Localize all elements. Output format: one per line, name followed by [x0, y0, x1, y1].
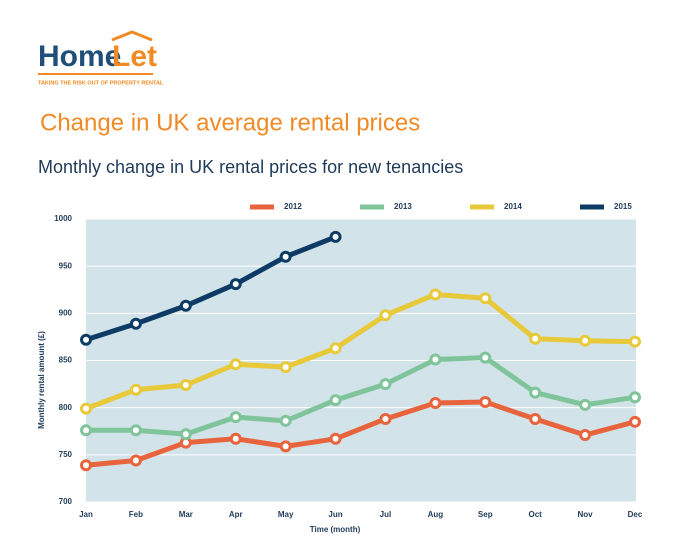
data-point — [329, 342, 342, 355]
data-point — [629, 415, 641, 428]
data-point — [80, 424, 92, 437]
series-line — [86, 355, 636, 437]
y-tick-label: 700 — [59, 497, 73, 506]
data-point — [429, 288, 442, 301]
logo-tagline: TAKING THE RISK OUT OF PROPERTY RENTAL — [38, 80, 164, 86]
x-tick-label: Dec — [628, 510, 643, 519]
data-point — [329, 432, 342, 445]
series-line — [85, 291, 636, 411]
data-point — [429, 396, 442, 409]
data-point — [579, 334, 592, 347]
data-point — [329, 394, 342, 407]
x-tick-label: Oct — [529, 510, 543, 519]
series-line — [85, 399, 636, 468]
data-point — [529, 332, 542, 345]
legend-label: 2014 — [504, 202, 522, 211]
data-point — [479, 351, 492, 364]
y-tick-label: 900 — [59, 308, 73, 317]
x-tick-label: Mar — [179, 510, 193, 519]
y-tick-label: 950 — [59, 261, 73, 270]
data-point — [429, 353, 442, 366]
x-tick-label: Aug — [428, 510, 444, 519]
data-point — [379, 309, 392, 322]
data-point — [529, 386, 542, 399]
data-point — [179, 379, 192, 392]
data-point — [129, 424, 142, 437]
logo-let: Let — [112, 40, 157, 73]
data-point — [80, 402, 92, 415]
data-point — [229, 432, 242, 445]
x-tick-label: Nov — [578, 510, 594, 519]
legend-label: 2013 — [394, 202, 412, 211]
data-point — [479, 292, 492, 305]
data-point — [80, 459, 92, 472]
data-point — [80, 333, 92, 346]
data-point — [229, 278, 242, 291]
data-point — [329, 230, 342, 243]
data-point — [579, 398, 592, 411]
x-tick-label: May — [278, 510, 294, 519]
data-point — [179, 299, 192, 312]
data-point — [479, 396, 492, 409]
data-point — [579, 429, 592, 442]
data-point — [629, 335, 641, 348]
data-point — [529, 412, 542, 425]
series-line — [85, 234, 337, 343]
logo-home: Home — [38, 40, 121, 73]
data-point — [179, 428, 192, 441]
data-point — [229, 411, 242, 424]
data-point — [279, 440, 292, 453]
x-tick-label: Sep — [478, 510, 493, 519]
x-tick-label: Jun — [328, 510, 342, 519]
data-point — [129, 383, 142, 396]
x-tick-label: Apr — [229, 510, 243, 519]
data-point — [129, 317, 142, 330]
x-tick-label: Jan — [79, 510, 93, 519]
y-tick-label: 850 — [59, 356, 73, 365]
x-axis-label: Time (month) — [310, 525, 361, 534]
chart-subtitle: Monthly change in UK rental prices for n… — [38, 157, 463, 177]
data-point — [379, 378, 392, 391]
x-tick-label: Feb — [129, 510, 143, 519]
legend-label: 2015 — [614, 202, 632, 211]
y-tick-label: 750 — [59, 450, 73, 459]
x-tick-label: Jul — [380, 510, 392, 519]
y-tick-label: 800 — [59, 403, 73, 412]
data-point — [279, 414, 292, 427]
data-point — [629, 391, 641, 404]
logo-roof — [111, 30, 153, 42]
data-point — [229, 358, 242, 371]
y-axis-label: Monthly rental amount (£) — [37, 331, 46, 429]
y-tick-label: 1000 — [54, 214, 72, 223]
data-point — [279, 361, 292, 374]
legend-label: 2012 — [284, 202, 302, 211]
data-point — [129, 454, 142, 467]
data-point — [379, 412, 392, 425]
chart-title: Change in UK average rental prices — [40, 109, 420, 136]
data-point — [279, 250, 292, 263]
